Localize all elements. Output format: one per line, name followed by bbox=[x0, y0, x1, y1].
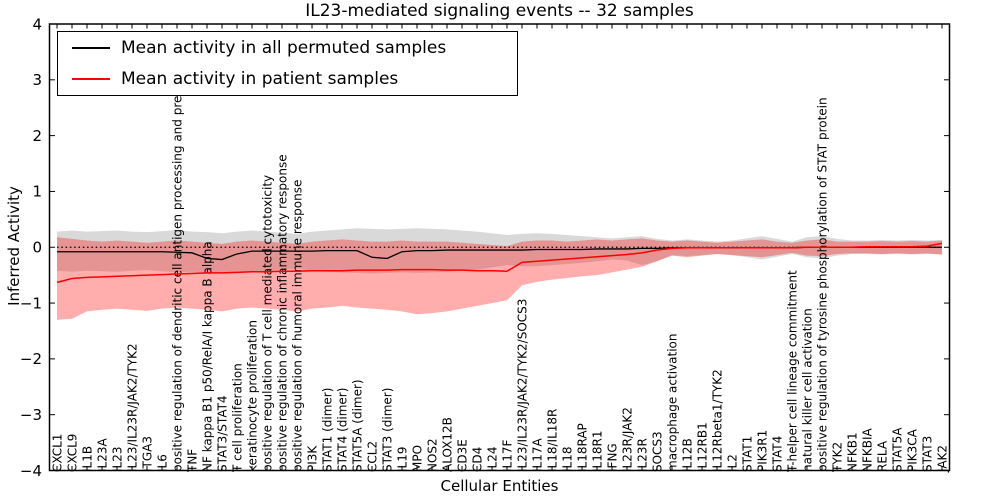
x-tick-label: PIK3R1 bbox=[756, 430, 770, 472]
legend-item-patient: Mean activity in patient samples bbox=[72, 69, 517, 89]
y-tick-label: −3 bbox=[20, 406, 42, 424]
x-tick-label: macrophage activation bbox=[666, 334, 680, 472]
x-tick-label: IL23/IL23R/JAK2/TYK2 bbox=[126, 343, 140, 472]
legend: Mean activity in all permuted samples Me… bbox=[57, 31, 518, 96]
x-tick-label: keratinocyte proliferation bbox=[246, 320, 260, 472]
x-tick-label: T cell proliferation bbox=[231, 363, 245, 473]
x-tick-label: IL1B bbox=[81, 446, 95, 472]
x-tick-label: SOCS3 bbox=[651, 431, 665, 472]
legend-item-permuted: Mean activity in all permuted samples bbox=[72, 38, 517, 58]
x-tick-label: RELA bbox=[876, 440, 890, 472]
x-tick-label: STAT5A (dimer) bbox=[351, 379, 365, 472]
x-tick-label: STAT5A bbox=[891, 427, 905, 472]
x-tick-label: IL18/IL18R bbox=[546, 409, 560, 472]
x-tick-label: IL23 bbox=[111, 447, 125, 473]
x-tick-label: STAT3 (dimer) bbox=[381, 388, 395, 472]
y-tick-label: −1 bbox=[20, 294, 42, 312]
x-tick-label: T-helper cell lineage commitment bbox=[786, 270, 800, 473]
x-tick-label: CXCL1 bbox=[51, 434, 65, 472]
x-tick-label: NF kappa B1 p50/RelA/I kappa B alpha bbox=[201, 241, 215, 472]
y-axis-label: Inferred Activity bbox=[5, 186, 23, 306]
y-tick-label: 0 bbox=[32, 239, 42, 257]
x-tick-label: IL24 bbox=[486, 447, 500, 473]
x-tick-label: CXCL9 bbox=[66, 434, 80, 472]
x-tick-label: IL23A bbox=[96, 438, 110, 472]
x-tick-label: ALOX12B bbox=[441, 417, 455, 472]
y-tick-label: −4 bbox=[20, 462, 42, 480]
x-tick-label: IL12B bbox=[681, 438, 695, 472]
x-tick-label: IL18R1 bbox=[591, 431, 605, 472]
x-tick-label: STAT1 (dimer) bbox=[321, 388, 335, 472]
x-tick-label: IL18RAP bbox=[576, 423, 590, 472]
x-tick-label: IL17A bbox=[531, 438, 545, 472]
x-axis-label: Cellular Entities bbox=[440, 477, 559, 495]
x-tick-label: TNF bbox=[186, 449, 200, 473]
x-tick-label: CCL2 bbox=[366, 441, 380, 472]
x-tick-label: PIK3CA bbox=[906, 428, 920, 472]
x-tick-label: STAT3/STAT4 bbox=[216, 395, 230, 472]
x-tick-label: NOS2 bbox=[426, 438, 440, 472]
x-tick-label: STAT4 (dimer) bbox=[336, 388, 350, 472]
patient-band bbox=[57, 237, 942, 320]
x-tick-label: ITGA3 bbox=[141, 436, 155, 472]
chart-title: IL23-mediated signaling events -- 32 sam… bbox=[305, 1, 694, 21]
x-tick-label: STAT4 bbox=[771, 436, 785, 472]
x-tick-label: IL12RB1 bbox=[696, 422, 710, 472]
x-tick-label: IL17F bbox=[501, 440, 515, 472]
x-tick-label: IL12Rbeta1/TYK2 bbox=[711, 369, 725, 472]
patient-line-sample bbox=[72, 78, 110, 81]
patient-mean-line bbox=[56, 242, 943, 284]
x-tick-label: natural killer cell activation bbox=[801, 308, 815, 472]
x-tick-label: PI3K bbox=[306, 445, 320, 472]
x-tick-label: STAT3 bbox=[921, 436, 935, 472]
x-tick-label: IL23/IL23R/JAK2/TYK2/SOCS3 bbox=[516, 299, 530, 472]
x-tick-label: IL19 bbox=[396, 447, 410, 473]
x-tick-label: positive regulation of dendritic cell an… bbox=[171, 39, 185, 472]
x-tick-label: CD3E bbox=[456, 439, 470, 472]
x-tick-label: TYK2 bbox=[831, 442, 845, 473]
x-tick-label: IL23R bbox=[636, 438, 650, 472]
permuted-line-sample bbox=[72, 46, 110, 49]
x-tick-label: STAT1 bbox=[741, 436, 755, 472]
x-tick-label: positive regulation of chronic inflammat… bbox=[276, 154, 290, 472]
y-tick-label: 4 bbox=[32, 15, 42, 33]
y-tick-label: −2 bbox=[20, 350, 42, 368]
x-tick-label: IL6 bbox=[156, 454, 170, 472]
y-tick-label: 2 bbox=[32, 127, 42, 145]
permuted-band bbox=[57, 228, 942, 274]
x-tick-label: positive regulation of tyrosine phosphor… bbox=[816, 97, 830, 472]
x-tick-label: NFKBIA bbox=[861, 427, 875, 472]
x-tick-label: JAK2 bbox=[936, 445, 950, 473]
x-tick-label: IL2 bbox=[726, 454, 740, 472]
legend-label-patient: Mean activity in patient samples bbox=[121, 69, 399, 90]
x-tick-label: IL23R/JAK2 bbox=[621, 407, 635, 472]
x-tick-label: NFKB1 bbox=[846, 432, 860, 472]
y-tick-label: 3 bbox=[32, 71, 42, 89]
x-tick-label: IL18 bbox=[561, 447, 575, 473]
x-tick-label: MPO bbox=[411, 445, 425, 472]
y-tick-label: 1 bbox=[32, 183, 42, 201]
x-tick-label: CD4 bbox=[471, 447, 485, 472]
legend-label-permuted: Mean activity in all permuted samples bbox=[121, 37, 447, 58]
x-tick-label: positive regulation of humoral immune re… bbox=[291, 180, 305, 472]
x-tick-label: IFNG bbox=[606, 443, 620, 472]
x-tick-label: positive regulation of T cell mediated c… bbox=[261, 175, 275, 472]
